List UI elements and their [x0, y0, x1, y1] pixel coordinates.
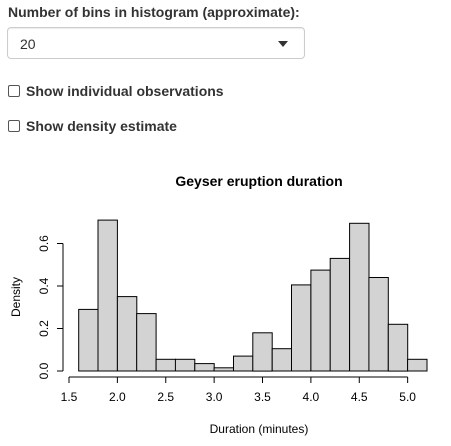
y-axis: 0.0 0.2 0.4 0.6: [37, 235, 64, 379]
histogram-bar-8: [213, 367, 235, 372]
x-tick-label: 2.5: [157, 390, 174, 404]
histogram-bar-1: [78, 308, 99, 372]
show-observations-option[interactable]: Show individual observations: [8, 83, 224, 99]
histogram-bar-11: [271, 348, 293, 372]
histogram-bar-16: [368, 277, 389, 372]
chart-title: Geyser eruption duration: [175, 173, 342, 189]
show-density-option[interactable]: Show density estimate: [8, 118, 177, 134]
histogram-bar-5: [155, 358, 177, 372]
y-tick-label: 0.6: [37, 235, 51, 252]
histogram-bar-18: [407, 358, 428, 372]
x-axis: 1.5 2.0 2.5 3.0 3.5 4.0 4.5 5.0: [61, 376, 416, 404]
x-axis-label: Duration (minutes): [210, 422, 309, 436]
x-tick-label: 3.5: [254, 390, 271, 404]
histogram-bar-13: [310, 269, 331, 372]
x-tick-label: 5.0: [399, 390, 416, 404]
show-observations-label: Show individual observations: [26, 83, 224, 99]
histogram-bar-6: [174, 358, 196, 372]
y-tick-label: 0.0: [37, 362, 51, 379]
histogram-bar-9: [233, 355, 254, 372]
show-density-label: Show density estimate: [26, 118, 177, 134]
histogram-bar-7: [194, 363, 215, 372]
histogram-bar-12: [291, 284, 312, 372]
y-tick-label: 0.4: [37, 277, 51, 294]
histogram-bar-17: [387, 323, 409, 372]
histogram-bar-3: [116, 296, 138, 372]
x-tick-label: 4.5: [351, 390, 368, 404]
bins-select[interactable]: 20: [7, 27, 305, 59]
histogram-bar-14: [329, 257, 351, 372]
x-tick-label: 4.0: [303, 390, 320, 404]
histogram-bar-15: [349, 222, 370, 372]
histogram-bar-4: [136, 313, 157, 372]
show-density-checkbox[interactable]: [8, 120, 20, 132]
histogram-chart: Geyser eruption duration 0.0 0.2 0.4 0.6 1.…: [9, 173, 428, 436]
histogram-bar-10: [252, 332, 273, 372]
y-tick-label: 0.2: [37, 320, 51, 337]
show-observations-checkbox[interactable]: [8, 85, 20, 97]
bins-select-value: 20: [20, 36, 36, 52]
x-tick-label: 1.5: [61, 390, 78, 404]
y-axis-label: Density: [9, 277, 23, 317]
x-tick-label: 2.0: [109, 390, 126, 404]
histogram-bars: [78, 219, 428, 372]
histogram-bar-2: [97, 219, 118, 372]
x-tick-label: 3.0: [206, 390, 223, 404]
caret-down-icon: [278, 41, 288, 47]
bins-label: Number of bins in histogram (approximate…: [8, 4, 300, 20]
